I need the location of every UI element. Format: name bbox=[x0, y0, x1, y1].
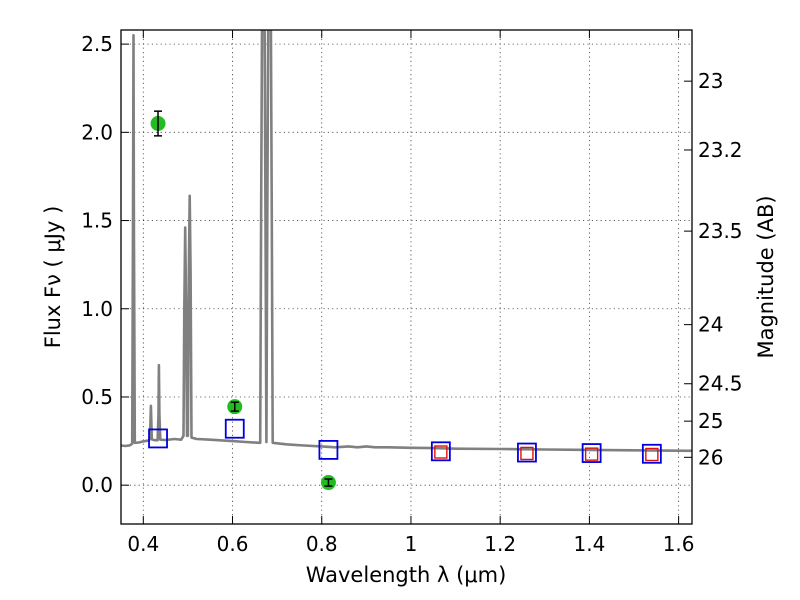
y-tick-label: 2.0 bbox=[81, 120, 113, 144]
right-axis-label: Magnitude (AB) bbox=[754, 195, 778, 358]
model-photometry-square bbox=[224, 418, 245, 439]
model-photometry-square bbox=[517, 442, 537, 463]
model-photometry-square bbox=[148, 428, 168, 449]
y-tick-label: 0.0 bbox=[81, 473, 113, 497]
y2-tick-label: 23.5 bbox=[698, 219, 743, 243]
y-axis-label: Flux Fν ( μJy ) bbox=[41, 206, 65, 349]
y2-tick-label: 23 bbox=[698, 69, 723, 93]
y-tick-label: 1.5 bbox=[81, 209, 113, 233]
y2-tick-label: 25 bbox=[698, 409, 723, 433]
model-photometry-small-square bbox=[584, 447, 599, 461]
model-photometry-square bbox=[581, 443, 602, 463]
model-photometry-square bbox=[641, 443, 662, 464]
x-tick-label: 0.6 bbox=[217, 532, 249, 556]
model-photometry-square bbox=[430, 441, 451, 462]
y2-tick-label: 24.5 bbox=[698, 372, 743, 396]
y-tick-label: 2.5 bbox=[81, 32, 113, 56]
y2-tick-label: 24 bbox=[698, 313, 723, 337]
model-photometry-small-square bbox=[434, 445, 448, 459]
x-tick-label: 1.6 bbox=[663, 532, 695, 556]
x-tick-label: 1.2 bbox=[484, 532, 516, 556]
model-photometry-small-square bbox=[520, 446, 534, 461]
y2-tick-label: 23.2 bbox=[698, 138, 743, 162]
model-spectrum-line bbox=[121, 30, 692, 453]
ticks: 0.4 0.6 0.8 1 1.2 1.4 1.6 0.0 0.5 1.0 1.5 2.0 2.5 23 2… bbox=[81, 30, 743, 556]
y2-tick-label: 26 bbox=[698, 445, 723, 469]
grid bbox=[121, 30, 692, 524]
model-photometry-square bbox=[318, 439, 339, 460]
x-axis-label: Wavelength λ (μm) bbox=[306, 563, 507, 587]
x-tick-label: 0.4 bbox=[127, 532, 159, 556]
plot-frame bbox=[120, 29, 693, 525]
plot-data bbox=[121, 30, 692, 491]
x-tick-label: 0.8 bbox=[306, 532, 338, 556]
model-photometry-small-square bbox=[645, 447, 659, 462]
y-tick-label: 0.5 bbox=[81, 385, 113, 409]
x-tick-label: 1.4 bbox=[573, 532, 605, 556]
y-tick-label: 1.0 bbox=[81, 297, 113, 321]
x-tick-label: 1 bbox=[405, 532, 418, 556]
